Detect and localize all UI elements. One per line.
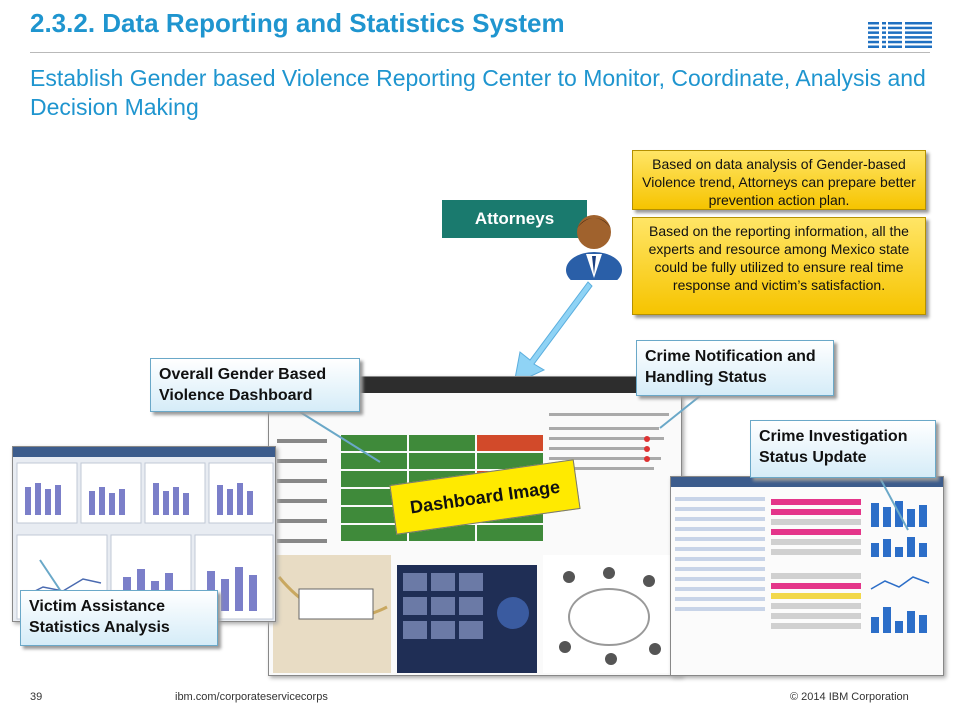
footer-copyright: © 2014 IBM Corporation [790,691,909,703]
attorneys-label: Attorneys [442,200,587,238]
reporting-info-callout: Based on the reporting information, all … [632,217,926,315]
footer-url[interactable]: ibm.com/corporateservicecorps [175,691,328,703]
crime-investigation-screenshot [670,476,944,676]
attorney-arrow-icon [513,281,593,385]
crime-investigation-callout: Crime Investigation Status Update [750,420,936,478]
data-analysis-callout: Based on data analysis of Gender-based V… [632,150,926,210]
title-divider [30,52,930,53]
slide-subtitle: Establish Gender based Violence Reportin… [30,65,926,120]
overall-dashboard-callout: Overall Gender Based Violence Dashboard [150,358,360,412]
crime-notification-callout: Crime Notification and Handling Status [636,340,834,396]
page-number: 39 [30,691,43,703]
slide-title: 2.3.2. Data Reporting and Statistics Sys… [30,8,565,38]
victim-assistance-callout: Victim Assistance Statistics Analysis [20,590,218,646]
overall-dashboard-screenshot [268,376,682,676]
ibm-logo [868,22,932,48]
attorney-person-icon [566,215,622,280]
